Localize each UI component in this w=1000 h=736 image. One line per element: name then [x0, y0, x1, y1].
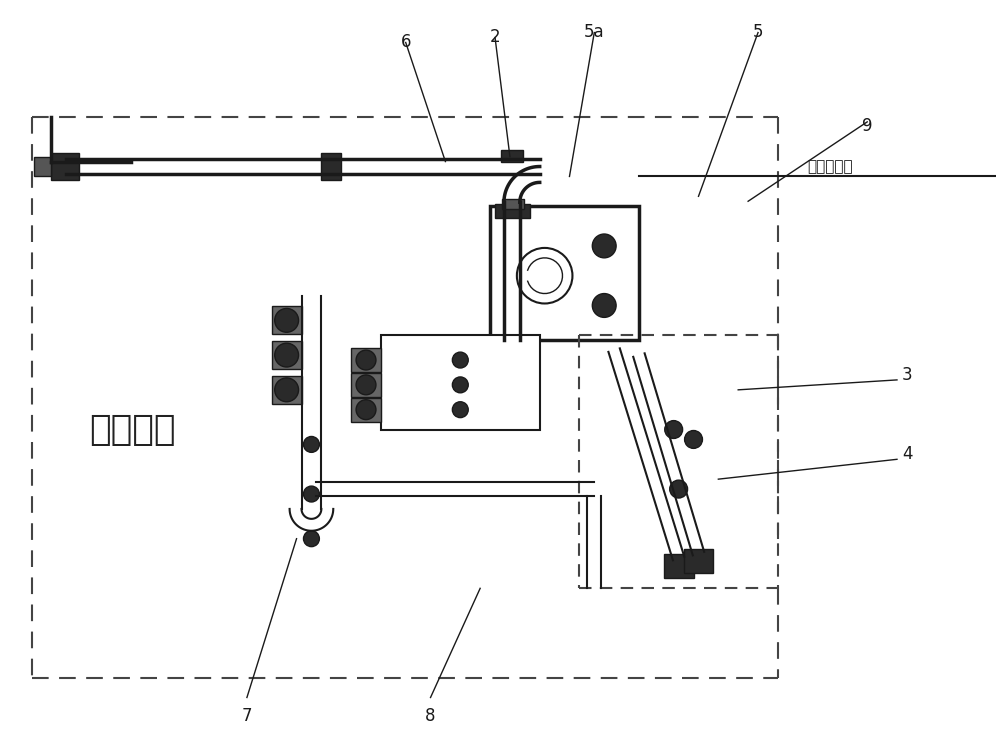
Bar — [495, 205, 530, 218]
Circle shape — [303, 531, 319, 547]
Circle shape — [452, 377, 468, 393]
Circle shape — [356, 400, 376, 420]
Bar — [351, 397, 381, 422]
Circle shape — [275, 308, 299, 332]
Bar — [34, 157, 51, 177]
Bar — [272, 342, 302, 369]
Text: 9: 9 — [862, 117, 872, 135]
Bar — [351, 348, 381, 372]
Text: 5a: 5a — [584, 23, 605, 40]
Text: 7: 7 — [242, 707, 252, 726]
Circle shape — [452, 402, 468, 417]
Text: 4: 4 — [902, 445, 912, 464]
Text: 6: 6 — [400, 32, 411, 51]
Bar — [501, 149, 523, 162]
Circle shape — [303, 486, 319, 502]
Circle shape — [665, 420, 683, 439]
Circle shape — [356, 375, 376, 394]
Circle shape — [592, 234, 616, 258]
Bar — [272, 376, 302, 404]
Text: 5: 5 — [753, 23, 763, 40]
Bar — [351, 373, 381, 397]
Text: 2: 2 — [490, 27, 500, 46]
Bar — [502, 199, 524, 209]
Text: 箱体内部: 箱体内部 — [90, 413, 176, 447]
Text: 8: 8 — [425, 707, 436, 726]
Bar — [684, 548, 713, 573]
Bar — [51, 152, 79, 180]
Bar — [381, 336, 540, 430]
Circle shape — [275, 378, 299, 402]
Bar — [272, 306, 302, 334]
Circle shape — [517, 248, 572, 303]
Bar — [321, 152, 341, 180]
Circle shape — [275, 343, 299, 367]
Circle shape — [670, 480, 688, 498]
Bar — [490, 206, 639, 340]
Circle shape — [685, 431, 702, 448]
Circle shape — [452, 352, 468, 368]
Text: 箱体结合面: 箱体结合面 — [808, 159, 853, 174]
Circle shape — [356, 350, 376, 370]
Text: 3: 3 — [902, 366, 913, 384]
Circle shape — [592, 294, 616, 317]
Bar — [664, 553, 694, 578]
Circle shape — [303, 436, 319, 453]
